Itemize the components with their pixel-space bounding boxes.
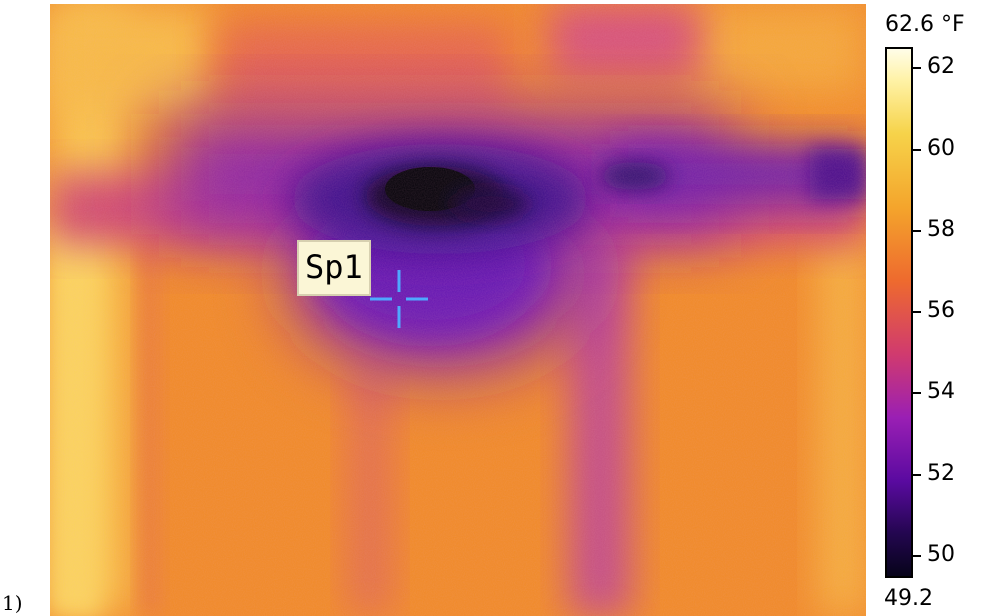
spot-measurement-label: Sp1 [297,240,371,296]
thermal-image [50,4,866,616]
scale-tick-label: 60 [927,136,955,161]
scale-tick [913,555,921,557]
scale-tick [913,230,921,232]
scale-tick-label: 56 [927,298,955,323]
scale-tick-label: 58 [927,217,955,242]
scale-max-label: 62.6 °F [885,12,965,37]
spot-crosshair-icon [370,270,428,328]
figure-label: 1) [2,591,23,615]
scale-tick-label: 62 [927,54,955,79]
scale-tick-label: 52 [927,461,955,486]
scale-tick-label: 54 [927,379,955,404]
scale-tick [913,311,921,313]
scale-tick [913,149,921,151]
scale-tick-label: 50 [927,542,955,567]
temperature-color-bar [885,47,913,578]
scale-tick [913,474,921,476]
scale-tick [913,67,921,69]
scale-min-label: 49.2 [884,586,933,611]
scale-tick [913,392,921,394]
